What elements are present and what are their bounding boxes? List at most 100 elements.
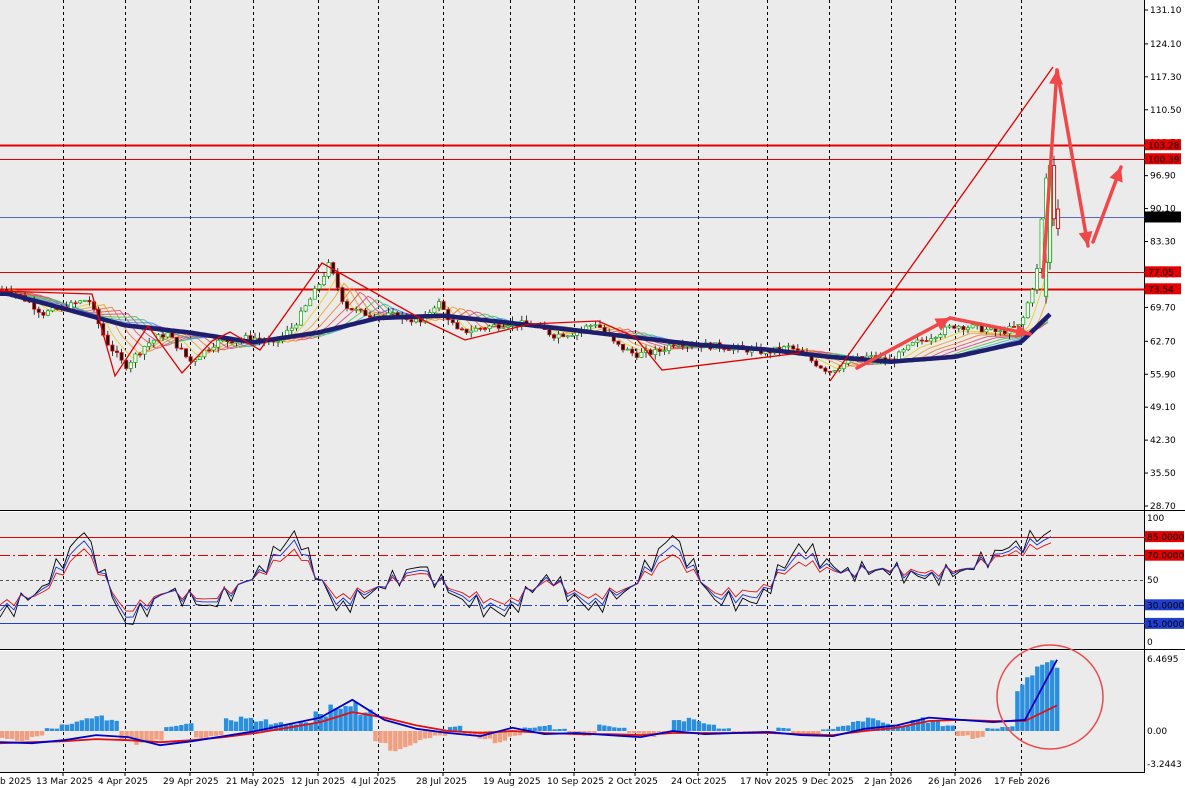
macd-histogram-bar — [218, 731, 224, 736]
macd-histogram-bar — [233, 721, 239, 731]
macd-histogram-bar — [398, 731, 403, 750]
macd-histogram-bar — [671, 720, 677, 731]
macd-histogram-bar — [960, 731, 965, 736]
macd-histogram-bar — [846, 725, 851, 731]
macd-histogram-bar — [1020, 684, 1025, 731]
candle-body — [151, 339, 156, 344]
macd-histogram-bar — [313, 711, 318, 731]
macd-signal-line — [0, 704, 1058, 745]
macd-histogram-bar — [731, 731, 736, 733]
candle-body — [326, 262, 331, 277]
macd-histogram-bar — [109, 719, 114, 731]
macd-histogram-bar — [1045, 662, 1050, 731]
candle-body — [183, 348, 188, 358]
macd-histogram-bar — [527, 727, 532, 731]
macd-tick-label: 0.00 — [1147, 727, 1167, 737]
candle-body — [1012, 326, 1017, 328]
candle-body — [188, 356, 193, 362]
macd-histogram-bar — [14, 731, 20, 741]
candle-body — [455, 322, 460, 330]
candle-body — [298, 310, 303, 326]
macd-histogram-bar — [388, 731, 393, 751]
macd-histogram-bar — [452, 726, 458, 731]
macd-histogram-bar — [54, 728, 60, 731]
candle-body — [915, 339, 920, 343]
price-tick-label: 83.30 — [1150, 238, 1176, 248]
price-tick-label: 35.50 — [1150, 469, 1176, 479]
macd-histogram-bar — [64, 724, 70, 731]
macd-histogram-bar — [791, 731, 796, 734]
candle-body — [970, 324, 975, 329]
macd-histogram-bar — [865, 717, 871, 731]
macd-histogram-bar — [831, 728, 836, 731]
candle-body — [1002, 330, 1007, 335]
oscillator-level-tag — [1145, 599, 1184, 611]
price-level-tag — [1145, 283, 1181, 295]
macd-histogram-bar — [646, 731, 652, 737]
macd-histogram-bar — [701, 723, 707, 731]
macd-histogram-bar — [826, 729, 831, 731]
date-tick-label: 26 Jan 2026 — [928, 777, 982, 787]
oscillator-tick-label: 0 — [1147, 638, 1153, 648]
candle-body — [110, 344, 115, 352]
macd-histogram-bar — [786, 728, 791, 731]
macd-histogram-bar — [537, 726, 542, 731]
macd-histogram-bar — [751, 731, 756, 732]
macd-panel-background[interactable] — [0, 651, 1145, 772]
candle-body — [312, 288, 317, 300]
macd-histogram-bar — [348, 706, 353, 731]
candle-body — [413, 318, 418, 323]
macd-histogram-bar — [816, 731, 821, 735]
oscillator-fast-line — [0, 529, 1052, 625]
candle-body — [160, 334, 165, 338]
macd-histogram-bar — [343, 706, 348, 731]
macd-histogram-bar — [418, 731, 423, 741]
macd-histogram-bar — [69, 723, 75, 731]
candle-body — [648, 349, 653, 355]
macd-histogram-bar — [955, 731, 960, 737]
macd-histogram-bar — [1040, 664, 1045, 731]
price-tick-label: 117.30 — [1150, 73, 1182, 83]
macd-histogram-bar — [612, 727, 617, 731]
candle-body — [588, 325, 593, 327]
price-level-tag — [1145, 153, 1181, 165]
macd-histogram-bar — [781, 727, 786, 731]
arrow-right-1-head — [1014, 324, 1030, 339]
macd-histogram-bar — [632, 731, 637, 734]
arrow-down — [1055, 68, 1090, 248]
macd-line — [0, 659, 1058, 747]
date-tick-label: 24 Oct 2025 — [671, 777, 727, 787]
macd-histogram-bar — [656, 731, 662, 733]
macd-histogram-bar — [517, 731, 522, 736]
macd-histogram-bar — [184, 723, 189, 731]
candle-body — [496, 324, 501, 329]
macd-histogram-bar — [811, 731, 816, 735]
candle-body — [482, 328, 487, 330]
macd-histogram-bar — [19, 731, 25, 742]
price-level-tag-text: 103.28 — [1148, 141, 1180, 151]
date-tick-label: 2 Oct 2025 — [608, 777, 658, 787]
candle-body — [137, 353, 142, 356]
price-level-tag-text: 100.39 — [1148, 155, 1180, 165]
candle-body — [229, 341, 234, 344]
macd-histogram-bar — [686, 717, 692, 731]
macd-histogram-bar — [1000, 726, 1005, 731]
macd-histogram-bar — [59, 724, 65, 731]
candle-body — [924, 340, 929, 342]
candle-body — [556, 333, 561, 339]
macd-histogram-bar — [975, 731, 980, 738]
macd-histogram-bar — [223, 718, 229, 731]
candle-body — [487, 325, 492, 330]
candle-body — [786, 345, 791, 348]
date-tick-label: 9 Dec 2025 — [802, 777, 854, 787]
candle-body — [0, 288, 4, 291]
macd-histogram-bar — [602, 725, 607, 731]
candle-body — [984, 328, 989, 333]
macd-histogram-bar — [870, 718, 876, 731]
macd-histogram-bar — [159, 731, 164, 741]
candle-body — [947, 325, 952, 328]
price-panel-background[interactable] — [0, 0, 1145, 510]
oscillator-level-tag — [1145, 549, 1184, 561]
macd-histogram-bar — [860, 721, 866, 731]
candle-body — [832, 370, 837, 373]
